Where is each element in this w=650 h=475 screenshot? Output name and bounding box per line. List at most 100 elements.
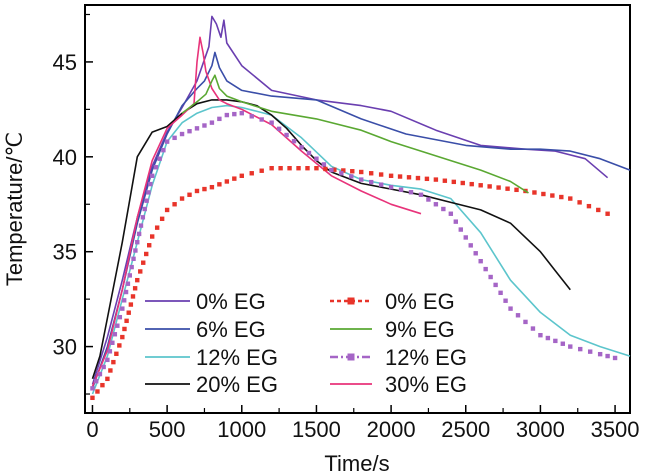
data-point	[329, 167, 334, 173]
series-line	[91, 51, 631, 389]
data-point	[398, 187, 404, 192]
data-point	[508, 306, 513, 311]
data-point	[612, 355, 618, 361]
data-point	[122, 326, 127, 332]
data-point	[451, 179, 457, 185]
data-point	[149, 173, 155, 178]
data-point	[108, 368, 113, 373]
data-point	[388, 184, 394, 190]
x-tick-label: 0	[86, 417, 98, 442]
series-3	[91, 99, 571, 380]
data-point	[314, 156, 319, 161]
data-point	[202, 123, 207, 128]
data-point	[488, 274, 493, 280]
legend-item: 12% EG	[145, 345, 278, 370]
data-point	[209, 120, 215, 125]
data-point	[224, 112, 230, 118]
data-point	[115, 323, 120, 328]
data-point	[131, 256, 136, 262]
series-4	[91, 36, 422, 387]
data-point	[473, 251, 478, 256]
y-tick-label: 40	[53, 145, 77, 170]
data-point	[560, 341, 566, 346]
data-point	[249, 171, 254, 176]
data-point	[514, 187, 519, 193]
data-point	[129, 264, 134, 270]
data-point	[149, 234, 155, 239]
data-point	[299, 145, 304, 150]
data-point	[232, 111, 237, 117]
data-point	[503, 298, 508, 303]
data-point	[568, 196, 573, 201]
data-point	[321, 162, 327, 167]
x-tick-label: 3000	[516, 417, 565, 442]
tick-labels: 0 500 1000 1500 2000 2500 3000 3500 30 35 40 45	[53, 50, 640, 442]
data-point	[415, 175, 421, 181]
data-point	[172, 135, 177, 141]
data-point	[105, 376, 110, 382]
data-point	[426, 197, 431, 202]
data-point	[187, 128, 192, 134]
y-tick-label: 30	[53, 335, 77, 360]
data-point	[478, 258, 483, 264]
data-point	[350, 169, 355, 174]
data-point	[187, 192, 192, 197]
y-axis-title: Temperature/℃	[2, 132, 27, 286]
data-point	[406, 175, 412, 180]
data-point	[117, 343, 122, 348]
data-point	[468, 243, 473, 248]
data-point	[124, 318, 129, 324]
data-point	[259, 168, 264, 173]
series-1	[91, 51, 631, 389]
data-point	[239, 173, 244, 178]
legend-marker	[347, 353, 355, 361]
data-point	[339, 171, 344, 176]
data-point	[140, 215, 146, 220]
data-point	[161, 147, 166, 153]
data-point	[284, 132, 289, 138]
data-point	[194, 126, 200, 131]
data-point	[172, 202, 177, 207]
data-point	[269, 120, 274, 125]
data-point	[114, 351, 119, 356]
data-point	[105, 357, 110, 363]
data-point	[433, 177, 439, 182]
data-point	[596, 207, 601, 213]
data-point	[278, 166, 283, 171]
series-7	[90, 110, 618, 391]
plot-frame	[84, 4, 631, 414]
data-point	[532, 190, 537, 195]
legend-item: 0% EG	[330, 289, 455, 314]
data-point	[97, 371, 103, 377]
series-line	[91, 36, 422, 387]
data-point	[368, 171, 374, 176]
data-point	[378, 172, 384, 177]
x-tick-label: 2500	[441, 417, 490, 442]
data-point	[117, 314, 123, 320]
data-point	[523, 319, 528, 325]
legend-marker	[347, 297, 355, 305]
data-point	[153, 165, 159, 170]
data-point	[107, 349, 113, 354]
data-point	[587, 349, 593, 354]
data-point	[323, 166, 328, 172]
data-point	[460, 180, 465, 186]
legend-item: 12% EG	[330, 345, 467, 370]
x-tick-label: 1000	[217, 417, 266, 442]
data-point	[530, 326, 536, 331]
x-tick-label: 2000	[367, 417, 416, 442]
data-point	[453, 219, 458, 224]
data-point	[111, 359, 116, 365]
data-point	[541, 191, 546, 197]
data-point	[577, 200, 582, 205]
data-point	[487, 184, 492, 189]
data-point	[249, 114, 254, 119]
data-point	[136, 231, 142, 237]
data-point	[296, 166, 301, 171]
series-line	[91, 104, 631, 395]
data-point	[483, 266, 488, 272]
data-point	[130, 294, 136, 299]
data-point	[448, 211, 454, 216]
data-point	[388, 173, 394, 178]
